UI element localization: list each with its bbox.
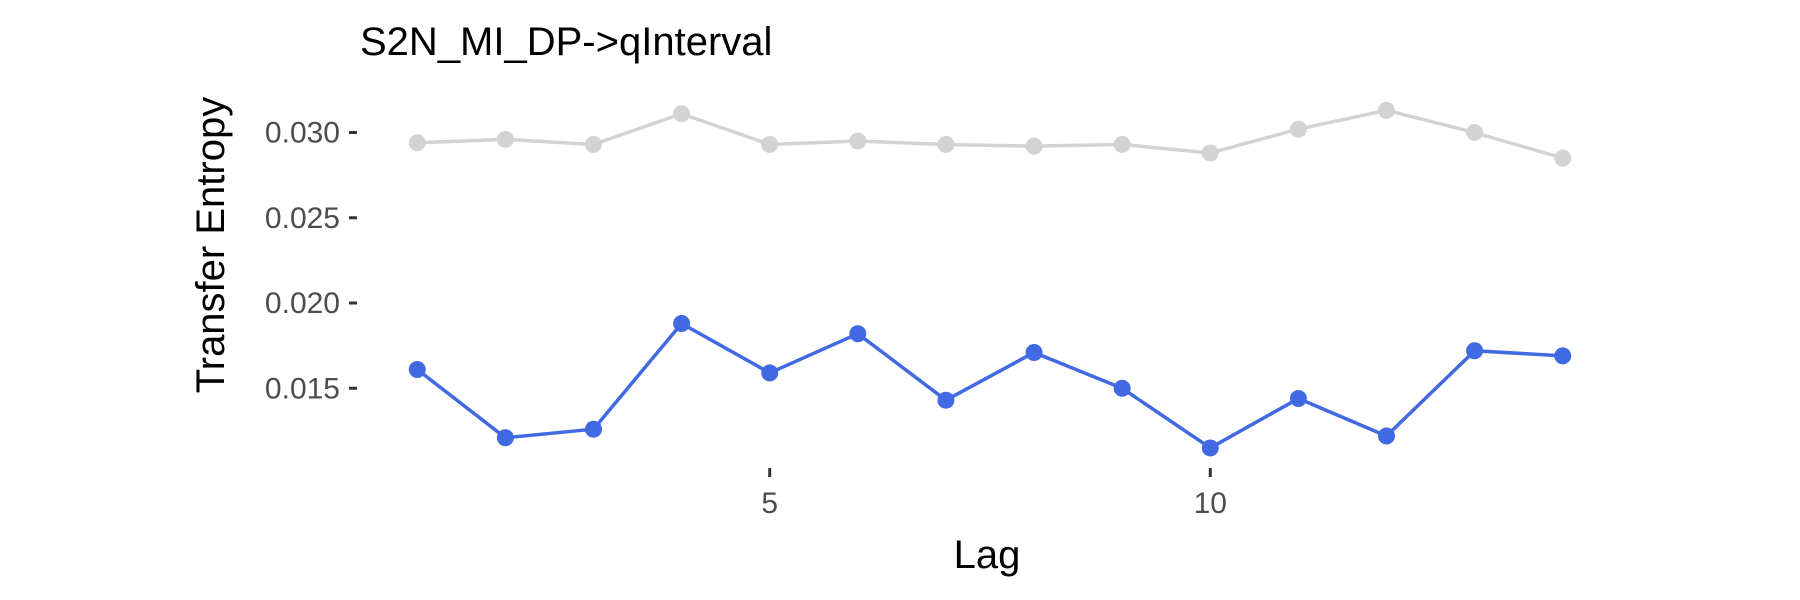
data-point	[408, 361, 426, 379]
data-point	[1554, 347, 1572, 365]
series-line	[416, 321, 1563, 450]
data-point	[761, 364, 779, 382]
data-point	[761, 135, 779, 153]
y-axis-title: Transfer Entropy	[189, 97, 233, 393]
data-point	[673, 105, 691, 123]
data-point	[1113, 135, 1131, 153]
data-point	[1554, 149, 1572, 167]
x-axis: 5 10	[761, 468, 1227, 520]
data-point	[584, 135, 602, 153]
data-point	[584, 420, 602, 438]
data-point	[1113, 379, 1131, 397]
plot-area	[408, 101, 1572, 457]
y-tick-label: 0.025	[265, 202, 340, 235]
y-tick-label: 0.015	[265, 372, 340, 405]
series-1	[408, 314, 1572, 457]
data-point	[1378, 427, 1396, 445]
y-axis: 0.015 0.020 0.025 0.030	[265, 117, 357, 405]
series-0	[408, 101, 1572, 167]
data-point	[849, 132, 867, 150]
series-line	[417, 108, 1564, 160]
chart-title: S2N_MI_DP->qInterval	[360, 20, 772, 64]
data-point	[496, 429, 514, 447]
data-point	[1025, 137, 1043, 155]
data-point	[1201, 439, 1219, 457]
data-point	[1201, 144, 1219, 162]
data-point	[673, 314, 691, 332]
x-tick-label: 10	[1194, 487, 1227, 520]
x-tick-label: 5	[761, 487, 778, 520]
data-point	[849, 325, 867, 343]
x-axis-title: Lag	[954, 533, 1021, 577]
data-point	[408, 134, 426, 152]
data-point	[496, 130, 514, 148]
data-point	[1025, 343, 1043, 361]
data-point	[937, 135, 955, 153]
data-point	[1466, 342, 1484, 360]
y-tick-label: 0.020	[265, 287, 340, 320]
data-point	[1289, 120, 1307, 138]
data-point	[1378, 101, 1396, 119]
data-point	[1289, 390, 1307, 408]
data-point	[1466, 124, 1484, 142]
data-point	[937, 391, 955, 409]
y-tick-label: 0.030	[265, 117, 340, 150]
